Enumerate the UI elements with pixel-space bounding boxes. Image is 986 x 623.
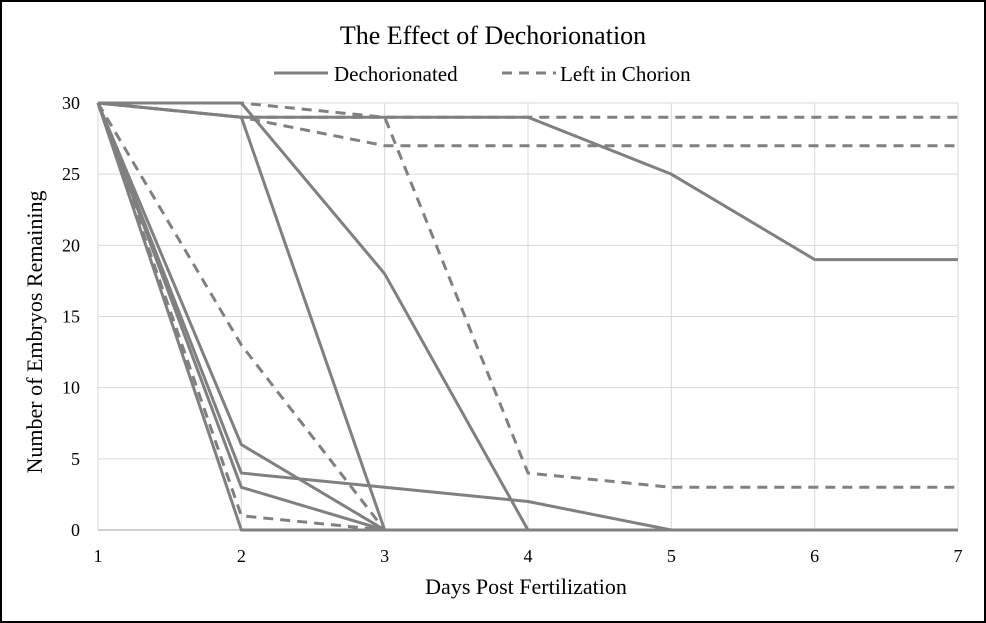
x-tick-label: 1	[94, 546, 103, 566]
y-tick-label: 15	[62, 307, 80, 327]
x-tick-label: 5	[667, 546, 676, 566]
y-tick-label: 0	[71, 520, 80, 540]
gridlines	[97, 102, 959, 531]
x-tick-label: 2	[237, 546, 246, 566]
y-axis-label: Number of Embryos Remaining	[22, 191, 47, 474]
series-layer	[96, 101, 958, 532]
chart-title: The Effect of Dechorionation	[340, 21, 646, 50]
x-axis-label: Days Post Fertilization	[425, 574, 627, 599]
x-tick-label: 3	[380, 546, 389, 566]
y-tick-label: 10	[62, 378, 80, 398]
legend-label-dechorionated: Dechorionated	[334, 62, 458, 86]
x-tick-label: 7	[954, 546, 963, 566]
x-tick-label: 6	[810, 546, 819, 566]
legend-label-left-in-chorion: Left in Chorion	[560, 62, 691, 86]
y-tick-label: 25	[62, 164, 80, 184]
y-tick-label: 30	[62, 93, 80, 113]
series-line-left-in-chorion-11	[96, 102, 958, 532]
series-line-left-in-chorion-10	[97, 101, 958, 489]
y-tick-label: 5	[71, 449, 80, 469]
series-line-left-in-chorion-8	[98, 101, 958, 119]
legend: Dechorionated Left in Chorion	[274, 62, 691, 86]
y-tick-label: 20	[62, 235, 80, 255]
x-tick-label: 4	[524, 546, 533, 566]
tick-labels: 0 5 10 15 20 25 30 1 2 3 4 5 6 7	[62, 93, 963, 566]
series-line-left-in-chorion-12	[96, 102, 958, 532]
